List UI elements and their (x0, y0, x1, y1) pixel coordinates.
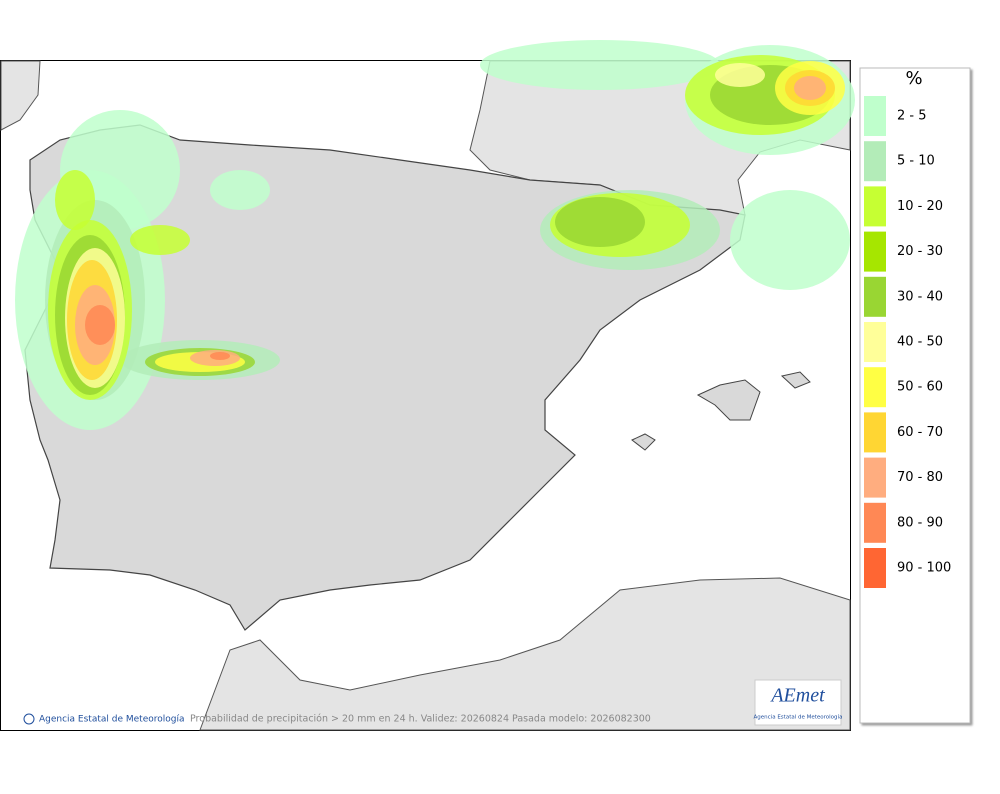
precip-area (130, 225, 190, 255)
legend-label: 30 - 40 (897, 289, 943, 304)
precip-area (55, 170, 95, 230)
legend-label: 70 - 80 (897, 470, 943, 485)
precip-area (210, 352, 230, 360)
precip-area (480, 40, 720, 90)
legend: 2 - 5 5 - 10 10 - 20 20 - 30 30 - 40 40 - 50 5… (864, 96, 951, 588)
legend-swatch (864, 96, 886, 136)
ibiza (631, 433, 656, 451)
legend-swatch (864, 276, 886, 317)
caption: Probabilidad de precipitación > 20 mm en… (190, 714, 651, 725)
legend-swatch (864, 502, 886, 543)
credit: Agencia Estatal de Meteorología (39, 715, 185, 725)
legend-swatch (864, 322, 886, 362)
precip-area (715, 63, 765, 87)
legend-label: 50 - 60 (897, 380, 943, 395)
legend-label: 5 - 10 (897, 154, 935, 169)
legend-label: 2 - 5 (897, 109, 927, 124)
menorca (780, 371, 811, 389)
mallorca (696, 379, 761, 421)
precip-area (85, 305, 115, 345)
logo-box (754, 679, 842, 726)
legend-swatch (864, 186, 886, 227)
legend-title: % (905, 68, 922, 89)
legend-label: 80 - 90 (897, 515, 943, 530)
legend-label: 20 - 30 (897, 244, 943, 259)
copyright-icon (23, 713, 35, 725)
precip-area (210, 170, 270, 210)
precip-area (794, 76, 826, 100)
legend-swatch (864, 231, 886, 272)
legend-label: 40 - 50 (897, 335, 943, 350)
legend-swatch (864, 548, 886, 588)
legend-label: 90 - 100 (897, 561, 951, 576)
legend-swatch (864, 141, 886, 182)
legend-swatch (864, 412, 886, 453)
legend-label: 60 - 70 (897, 425, 943, 440)
precip-area (730, 190, 850, 290)
precip-area (555, 197, 645, 247)
legend-swatch (864, 457, 886, 498)
legend-swatch (864, 367, 886, 408)
logo-name: AEmet (769, 685, 825, 707)
africa (199, 577, 851, 731)
land-left (0, 60, 41, 131)
precipitation-areas (15, 40, 855, 430)
legend-label: 10 - 20 (897, 199, 943, 214)
logo-subtitle: Agencia Estatal de Meteorología (754, 714, 843, 721)
